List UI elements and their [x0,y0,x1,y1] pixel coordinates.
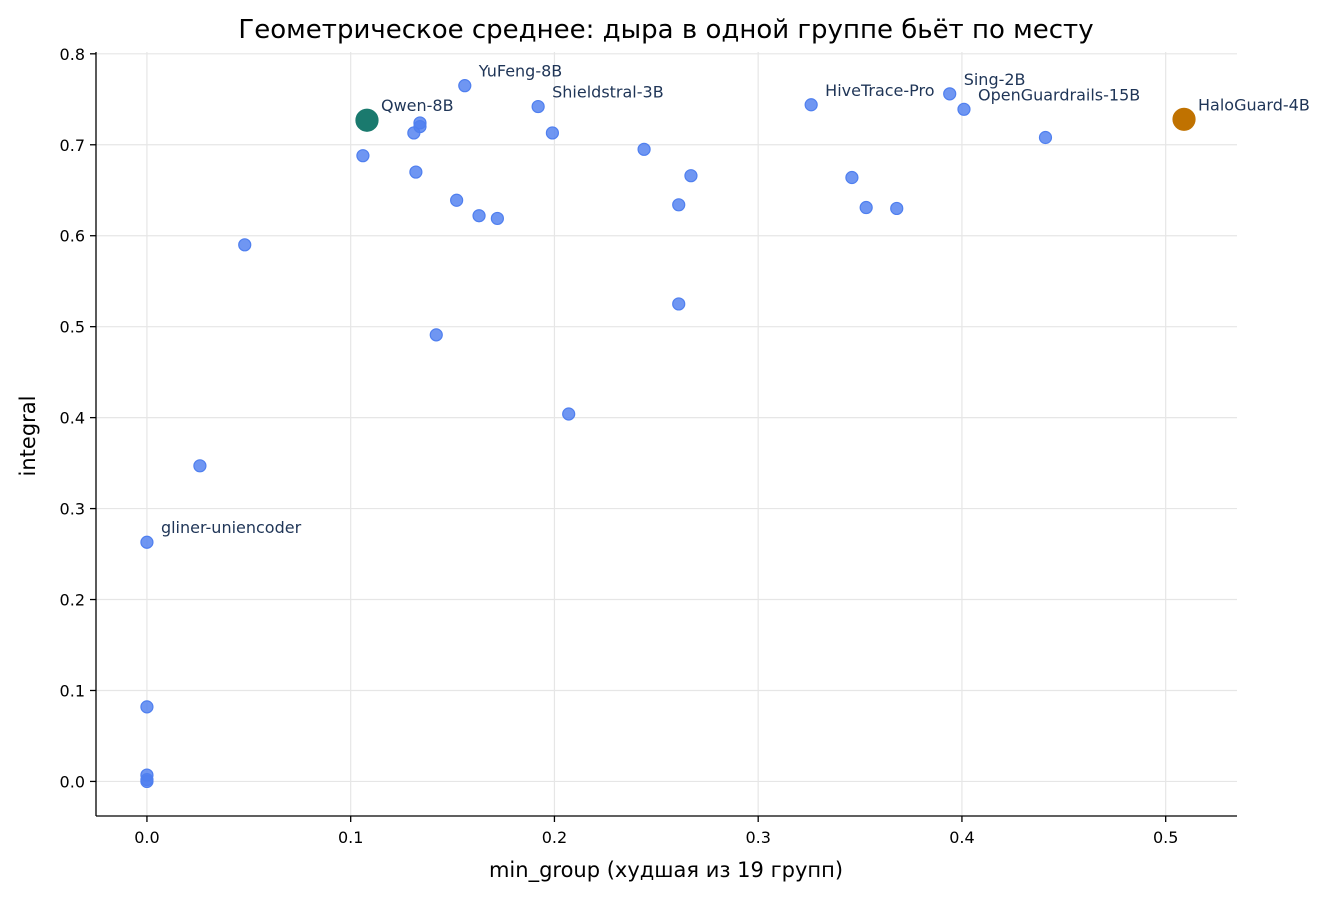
chart-title: Геометрическое среднее: дыра в одной гру… [238,15,1093,45]
axis-ticks: 0.0 0.1 0.2 0.3 0.4 0.5 0.0 0.1 0.2 0.3 0.4 0.5 0.6 0… [60,45,1179,847]
x-tick-label: 0.4 [949,828,974,847]
y-axis-label: integral [16,396,40,477]
x-tick-label: 0.2 [542,828,567,847]
y-tick-label: 0.2 [60,591,85,610]
point-annotation-label: Sing-2B [964,70,1026,89]
data-point [193,459,207,473]
y-tick-label: 0.8 [60,45,85,64]
data-point [804,98,818,112]
y-tick-label: 0.0 [60,772,85,791]
axes-spines [95,52,1237,817]
data-point [238,238,252,252]
point-annotation-label: OpenGuardrails-15B [978,85,1140,104]
y-tick-label: 0.5 [60,318,85,337]
data-point [684,169,698,183]
data-point [562,407,576,421]
data-point [450,193,464,207]
point-annotation-label: gliner-uniencoder [161,518,302,537]
data-point [531,99,545,114]
data-point [890,201,904,216]
point-annotation-label: HiveTrace-Pro [825,81,934,100]
data-point [409,165,423,179]
data-point [140,700,154,714]
y-tick-label: 0.7 [60,136,85,155]
point-annotation-label: YuFeng-8B [478,62,562,81]
data-point [637,142,651,156]
y-tick-label: 0.6 [60,227,85,246]
data-point [429,328,443,342]
data-point [672,297,686,311]
data-point [845,170,859,185]
point-annotations: gliner-uniencoder YuFeng-8B Shieldstral-3B… [161,62,1310,538]
highlighted-data-point [1172,107,1196,131]
y-tick-label: 0.4 [60,409,85,428]
highlighted-data-point [355,108,379,132]
x-axis-label: min_group (худшая из 19 групп) [489,858,843,883]
data-points [140,79,1196,789]
data-point [472,209,486,223]
data-point [1038,130,1053,145]
data-point [672,198,686,212]
point-annotation-label: Qwen-8B [381,96,454,115]
x-tick-label: 0.5 [1153,828,1178,847]
point-annotation-label: HaloGuard-4B [1198,95,1310,114]
x-tick-label: 0.1 [338,828,363,847]
y-tick-label: 0.1 [60,681,85,700]
data-point [859,200,873,215]
data-point [545,126,560,140]
data-point [140,768,154,782]
data-point [140,535,154,549]
x-tick-label: 0.0 [134,828,159,847]
data-point [490,211,504,226]
y-tick-label: 0.3 [60,500,85,519]
point-annotation-label: Shieldstral-3B [552,83,664,102]
data-point [413,119,427,134]
grid-lines [96,52,1237,816]
data-point [356,149,370,163]
x-tick-label: 0.3 [745,828,770,847]
data-point [943,87,957,101]
data-point [957,102,971,116]
data-point [458,79,472,93]
